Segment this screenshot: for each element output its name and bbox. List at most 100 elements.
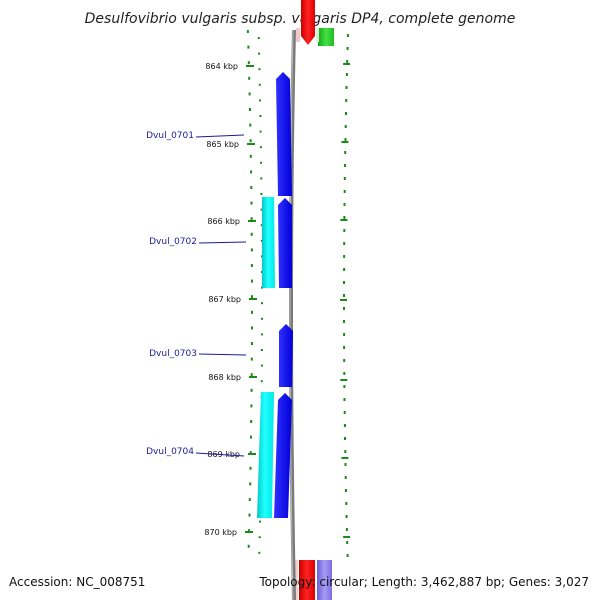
purple-feature-bottom[interactable] xyxy=(317,560,332,600)
gene-label-0703[interactable]: Dvul_0703 xyxy=(149,349,247,359)
ruler-dot xyxy=(251,295,253,299)
top-features xyxy=(296,0,334,46)
ruler-dot xyxy=(250,232,253,236)
ruler-dot xyxy=(249,108,251,111)
outer-tick xyxy=(340,379,348,381)
ruler-dot xyxy=(249,482,252,486)
ruler-dot xyxy=(260,239,263,242)
outer-dotted-ring xyxy=(340,34,351,557)
ruler-dot xyxy=(249,123,252,127)
ruler-dot xyxy=(250,373,253,377)
outer-dot xyxy=(344,164,346,167)
cyan-feature-0702[interactable] xyxy=(262,197,275,288)
ruler-dot xyxy=(259,115,262,117)
outer-dot xyxy=(345,86,348,89)
gene-labels: Dvul_0701 Dvul_0702 Dvul_0703 Dvul_0704 xyxy=(146,131,247,457)
ruler-dot xyxy=(248,513,251,517)
tick-866: 866 kbp xyxy=(207,217,256,226)
red-feature-bottom[interactable] xyxy=(299,560,315,600)
outer-tick xyxy=(341,457,349,459)
outer-dot xyxy=(343,242,346,245)
outer-dot xyxy=(345,489,347,492)
outer-dot xyxy=(346,34,349,37)
ruler-dot xyxy=(258,83,261,86)
ruler-dot xyxy=(250,186,253,189)
ruler-dot xyxy=(247,45,250,49)
green-feature-top[interactable] xyxy=(318,28,334,46)
tick-label: 864 kbp xyxy=(205,62,238,71)
gene-label-0701[interactable]: Dvul_0701 xyxy=(146,131,245,141)
ruler-dot xyxy=(250,201,253,205)
gene-arrow-0701[interactable] xyxy=(276,72,292,196)
outer-dot xyxy=(345,73,348,76)
ruler-dot xyxy=(259,99,262,102)
ruler-dot xyxy=(258,68,261,71)
ruler-dot xyxy=(260,193,263,195)
ruler-dot xyxy=(248,92,251,96)
ruler-dots xyxy=(246,30,263,554)
outer-dot xyxy=(344,151,347,154)
outer-dot xyxy=(346,554,349,557)
ruler-dot xyxy=(250,404,253,408)
ruler-dot xyxy=(257,37,260,39)
ruler-dot xyxy=(259,146,262,149)
outer-dot xyxy=(343,320,345,323)
gene-arrow-0704[interactable] xyxy=(274,393,292,518)
ruler-dot xyxy=(250,357,253,361)
tick-label: 865 kbp xyxy=(206,140,239,149)
ruler-dot xyxy=(248,498,251,501)
ruler-dot xyxy=(260,255,263,258)
gene-label-0702[interactable]: Dvul_0702 xyxy=(149,237,247,247)
outer-dot xyxy=(343,255,346,258)
ruler-dot xyxy=(260,349,263,351)
outer-dot xyxy=(343,190,346,193)
ruler-dot xyxy=(258,52,261,55)
outer-dot xyxy=(343,177,346,180)
outer-dot xyxy=(343,294,345,297)
outer-tick xyxy=(343,63,351,65)
outer-dot xyxy=(344,476,347,479)
tick-label: 867 kbp xyxy=(208,295,241,304)
cyan-features xyxy=(257,197,275,518)
outer-dot xyxy=(344,450,347,453)
gene-label-0704[interactable]: Dvul_0704 xyxy=(146,447,245,457)
ruler-dot xyxy=(248,76,251,80)
bottom-features xyxy=(293,560,332,600)
map-title: Desulfovibrio vulgaris subsp. vulgaris D… xyxy=(85,11,516,27)
outer-dot xyxy=(345,528,348,531)
outer-dot xyxy=(344,125,347,128)
ruler-dot xyxy=(249,154,252,158)
ruler-dot xyxy=(250,217,253,221)
outer-dot xyxy=(343,385,346,388)
ruler-dot xyxy=(250,248,253,252)
outer-dot xyxy=(345,515,348,518)
ruler-dot xyxy=(261,333,263,336)
ruler-dot xyxy=(260,224,263,227)
gene-arrow-0702[interactable] xyxy=(278,198,292,288)
ruler-dot xyxy=(250,264,253,267)
outer-dot xyxy=(343,398,346,401)
accession-text: Accession: NC_008751 xyxy=(9,575,145,589)
outer-dot xyxy=(346,60,349,63)
ruler-dot xyxy=(250,388,253,392)
outer-dot xyxy=(343,424,346,427)
outer-dot xyxy=(343,216,346,219)
ruler-dot xyxy=(248,529,251,533)
outer-tick xyxy=(343,536,351,538)
ruler-dot xyxy=(260,208,263,211)
red-feature-top[interactable] xyxy=(301,0,315,45)
outer-dot xyxy=(343,333,346,336)
gene-label-text: Dvul_0704 xyxy=(146,447,194,457)
outer-tick xyxy=(341,141,349,143)
cyan-feature-0704[interactable] xyxy=(257,392,274,518)
outer-dot xyxy=(344,463,347,466)
gene-label-text: Dvul_0703 xyxy=(149,349,197,359)
ruler-ticks: 864 kbp 865 kbp 866 kbp 867 kbp 868 kbp … xyxy=(204,62,257,537)
ruler-dot xyxy=(261,317,263,320)
tick-label: 868 kbp xyxy=(208,373,241,382)
ruler-dot xyxy=(251,326,253,330)
ruler-dot xyxy=(249,451,252,455)
gene-arrow-0703[interactable] xyxy=(279,324,293,387)
gene-label-text: Dvul_0702 xyxy=(149,237,197,247)
